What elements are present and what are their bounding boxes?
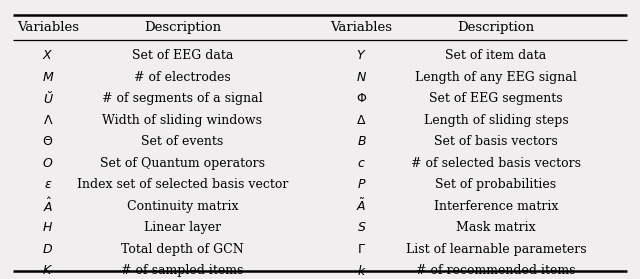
Text: $S$: $S$ [357, 221, 366, 234]
Text: Description: Description [144, 21, 221, 34]
Text: Description: Description [458, 21, 534, 34]
Text: Length of any EEG signal: Length of any EEG signal [415, 71, 577, 84]
Text: $H$: $H$ [42, 221, 54, 234]
Text: Set of EEG data: Set of EEG data [132, 49, 233, 62]
Text: $\Theta$: $\Theta$ [42, 135, 54, 148]
Text: $D$: $D$ [42, 243, 54, 256]
Text: # of recommended items: # of recommended items [416, 264, 576, 277]
Text: $\tilde{A}$: $\tilde{A}$ [356, 198, 367, 214]
Text: Set of probabilities: Set of probabilities [435, 178, 557, 191]
Text: Length of sliding steps: Length of sliding steps [424, 114, 568, 127]
Text: Mask matrix: Mask matrix [456, 221, 536, 234]
Text: $\Phi$: $\Phi$ [356, 92, 367, 105]
Text: Set of Quantum operators: Set of Quantum operators [100, 157, 265, 170]
Text: Variables: Variables [17, 21, 79, 34]
Text: $N$: $N$ [356, 71, 367, 84]
Text: Continuity matrix: Continuity matrix [127, 200, 238, 213]
Text: Variables: Variables [331, 21, 392, 34]
Text: $\Delta$: $\Delta$ [356, 114, 367, 127]
Text: $k$: $k$ [356, 264, 367, 278]
Text: Interference matrix: Interference matrix [434, 200, 558, 213]
Text: $c$: $c$ [357, 157, 366, 170]
Text: $B$: $B$ [356, 135, 367, 148]
Text: List of learnable parameters: List of learnable parameters [406, 243, 586, 256]
Text: $M$: $M$ [42, 71, 54, 84]
Text: Index set of selected basis vector: Index set of selected basis vector [77, 178, 288, 191]
Text: Linear layer: Linear layer [144, 221, 221, 234]
Text: $P$: $P$ [357, 178, 366, 191]
Text: # of selected basis vectors: # of selected basis vectors [411, 157, 581, 170]
Text: # of sampled items: # of sampled items [121, 264, 244, 277]
Text: $Y$: $Y$ [356, 49, 367, 62]
Text: Set of item data: Set of item data [445, 49, 547, 62]
Text: $\epsilon$: $\epsilon$ [44, 178, 52, 191]
Text: $\breve{U}$: $\breve{U}$ [42, 90, 54, 107]
Text: Set of basis vectors: Set of basis vectors [434, 135, 558, 148]
Text: $\Gamma$: $\Gamma$ [357, 243, 366, 256]
Text: # of segments of a signal: # of segments of a signal [102, 92, 262, 105]
Text: $\Lambda$: $\Lambda$ [43, 114, 53, 127]
Text: Set of events: Set of events [141, 135, 223, 148]
Text: Total depth of GCN: Total depth of GCN [121, 243, 244, 256]
Text: # of electrodes: # of electrodes [134, 71, 231, 84]
Text: Set of EEG segments: Set of EEG segments [429, 92, 563, 105]
Text: $\hat{A}$: $\hat{A}$ [43, 197, 53, 215]
Text: Width of sliding windows: Width of sliding windows [102, 114, 262, 127]
Text: $O$: $O$ [42, 157, 54, 170]
Text: $K$: $K$ [42, 264, 54, 277]
Text: $X$: $X$ [42, 49, 54, 62]
